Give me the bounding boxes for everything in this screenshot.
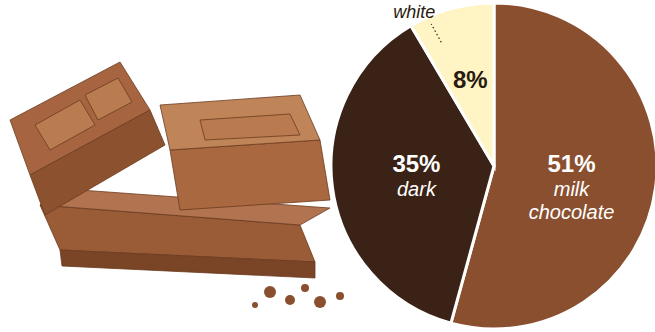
slab-square bbox=[85, 78, 132, 120]
value-label: 51% bbox=[548, 150, 596, 177]
chart-root: 51%milkchocolate 35%dark 8% white bbox=[0, 0, 655, 332]
pie-slice bbox=[411, 3, 494, 166]
crumb bbox=[314, 296, 326, 308]
slab-edge bbox=[60, 250, 315, 278]
value-label: 8% bbox=[453, 66, 488, 93]
crumb bbox=[301, 284, 309, 292]
crumb bbox=[252, 302, 258, 308]
category-label: milkchocolate bbox=[529, 178, 615, 223]
crumb bbox=[285, 295, 295, 305]
chocolate-photo bbox=[10, 62, 344, 308]
slab-square bbox=[200, 114, 300, 140]
pie bbox=[331, 3, 655, 329]
slab-square bbox=[35, 100, 95, 150]
crumb bbox=[336, 292, 344, 300]
value-label: 35% bbox=[392, 150, 440, 177]
category-label: white bbox=[393, 2, 435, 22]
slab-top bbox=[160, 95, 320, 150]
pie-slice bbox=[331, 26, 494, 323]
leader-line bbox=[431, 24, 441, 42]
slab-side bbox=[170, 140, 330, 210]
category-label: dark bbox=[397, 178, 437, 200]
crumb bbox=[264, 286, 276, 298]
labels: 51%milkchocolate 35%dark 8% white bbox=[392, 2, 614, 223]
